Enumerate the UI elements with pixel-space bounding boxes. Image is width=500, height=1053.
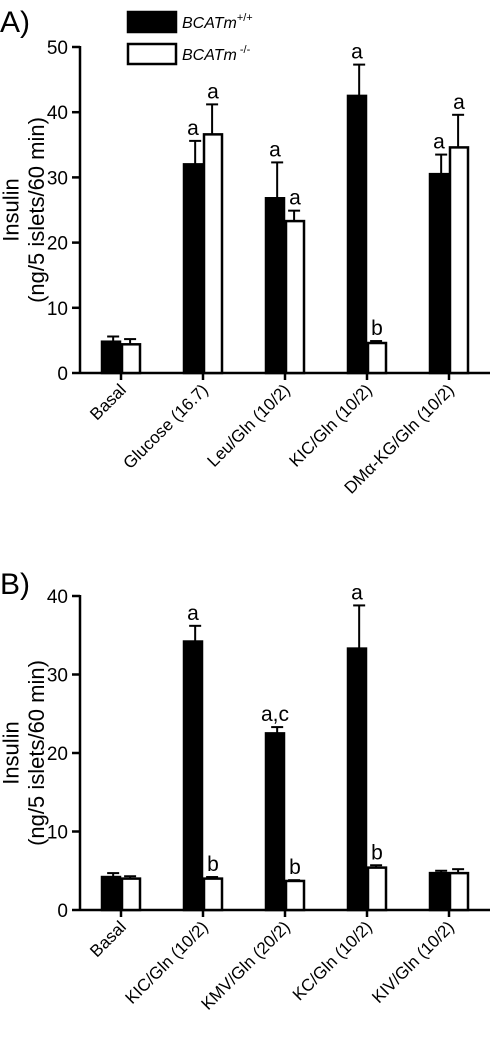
panel-label: A) [0, 6, 30, 39]
significance-label-wildtype: a [187, 117, 199, 140]
bar-wildtype [264, 732, 286, 912]
x-tick-label: KC/Gln (10/2) [289, 917, 376, 1004]
y-tick-label: 40 [47, 103, 68, 124]
panel-a: A) Insulin(ng/5 islets/60 min) 0 10 20 30 40 50… [0, 6, 490, 498]
x-tick-label: Glucose (16.7) [120, 380, 212, 472]
bar-wildtype [182, 640, 204, 912]
bar-wildtype [182, 163, 204, 375]
bar-knockout [120, 343, 142, 375]
y-tick-label: 30 [47, 666, 68, 687]
significance-label-knockout: b [289, 856, 301, 879]
y-tick-label: 10 [47, 823, 68, 844]
x-tick-label: Leu/Gln (10/2) [204, 380, 294, 470]
y-axis-label: Insulin(ng/5 islets/60 min) [0, 660, 49, 846]
y-tick-label: 20 [47, 234, 68, 255]
significance-label-wildtype: a,c [261, 703, 289, 726]
x-tick-label: KIC/Gln (10/2) [122, 917, 212, 1007]
panel-b: B) Insulin(ng/5 islets/60 min) 0 10 20 30 40 Ba… [0, 568, 490, 1014]
significance-label-wildtype: a [351, 581, 363, 604]
y-tick-label: 10 [47, 299, 68, 320]
y-tick-label: 0 [57, 364, 68, 385]
bar-knockout [120, 877, 142, 912]
y-axis-label-line1: Insulin [0, 178, 24, 242]
significance-label-knockout: b [207, 853, 219, 876]
bar-wildtype [100, 340, 122, 375]
x-tick-label: KIC/Gln (10/2) [286, 380, 376, 470]
bar-wildtype [100, 875, 122, 912]
bar-wildtype [428, 871, 450, 912]
significance-label-wildtype: a [187, 602, 199, 625]
significance-label-wildtype: a [351, 41, 363, 64]
bar-wildtype [346, 647, 368, 912]
bar-wildtype [346, 94, 368, 375]
significance-label-knockout: b [371, 317, 383, 340]
y-axis-label: Insulin(ng/5 islets/60 min) [0, 117, 49, 303]
panel-label: B) [0, 568, 30, 601]
bar-knockout [448, 871, 470, 912]
x-tick-label: KIV/Gln (10/2) [368, 917, 458, 1007]
significance-label-knockout: b [371, 841, 383, 864]
y-axis-label-line2: (ng/5 islets/60 min) [24, 660, 49, 846]
significance-label-knockout: a [289, 187, 301, 210]
legend-swatch-wildtype [126, 10, 178, 34]
bar-wildtype [428, 172, 450, 375]
bar-knockout [202, 877, 224, 912]
significance-label-wildtype: a [269, 138, 281, 161]
x-tick-label: Basal [86, 380, 130, 424]
significance-label-knockout: a [453, 91, 465, 114]
legend: BCATm+/+ BCATm -/- [126, 10, 253, 66]
bar-knockout [284, 219, 306, 375]
legend-swatch-knockout [126, 42, 178, 66]
y-tick-label: 30 [47, 168, 68, 189]
y-tick-label: 40 [47, 587, 68, 608]
legend-label-knockout: BCATm -/- [182, 44, 251, 64]
y-tick-label: 50 [47, 38, 68, 59]
bar-knockout [448, 146, 470, 375]
x-tick-label: Basal [86, 917, 130, 961]
bar-wildtype [264, 197, 286, 375]
bar-knockout [366, 341, 388, 375]
significance-label-wildtype: a [433, 131, 445, 154]
y-axis-label-line1: Insulin [0, 721, 24, 785]
y-tick-label: 0 [57, 901, 68, 922]
y-tick-label: 20 [47, 744, 68, 765]
y-axis-label-line2: (ng/5 islets/60 min) [24, 117, 49, 303]
legend-label-wildtype: BCATm+/+ [182, 12, 253, 32]
bar-knockout [202, 133, 224, 375]
x-tick-label: KMV/Gln (20/2) [198, 917, 294, 1013]
bar-knockout [284, 879, 306, 912]
significance-label-knockout: a [207, 80, 219, 103]
bar-knockout [366, 866, 388, 912]
